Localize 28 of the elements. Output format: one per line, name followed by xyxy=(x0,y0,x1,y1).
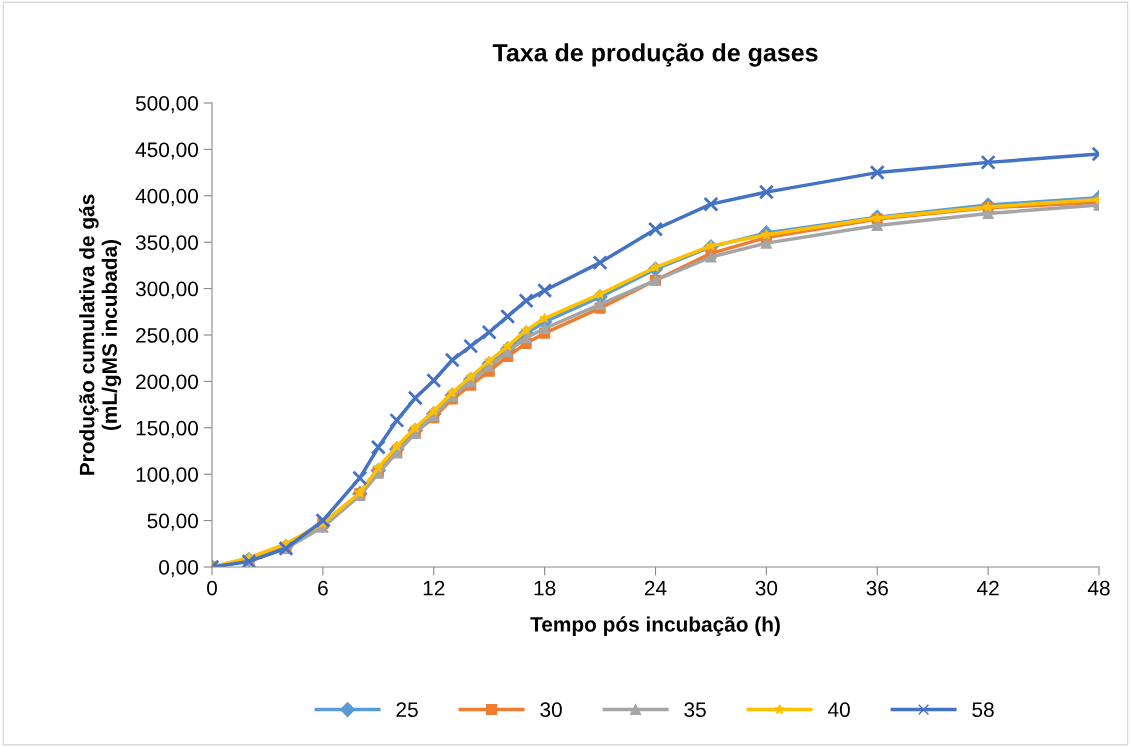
y-tick-label: 0,00 xyxy=(159,560,198,578)
x-tick-label: 48 xyxy=(1087,580,1110,596)
x-axis-title: Tempo pós incubação (h) xyxy=(530,616,780,636)
legend-label: 30 xyxy=(540,702,562,718)
x-tick-label: 36 xyxy=(866,580,888,596)
y-axis-title: Produção cumulativa de gás (mL/gMS incubada) xyxy=(78,194,122,475)
y-tick-label: 350,00 xyxy=(135,235,198,253)
x-tick-label: 6 xyxy=(318,580,328,596)
legend-label: 58 xyxy=(972,702,994,718)
y-tick-label: 300,00 xyxy=(135,281,198,299)
x-tick-label: 30 xyxy=(755,580,778,596)
y-tick-label: 50,00 xyxy=(147,513,198,531)
x-tick-label: 18 xyxy=(534,580,556,596)
legend-label: 40 xyxy=(827,702,850,718)
y-tick-label: 100,00 xyxy=(136,467,198,485)
y-tick-label: 200,00 xyxy=(136,374,198,392)
y-tick-label: 150,00 xyxy=(136,420,198,439)
x-tick-label: 0 xyxy=(207,580,217,596)
y-tick-label: 450,00 xyxy=(135,142,198,160)
legend-label: 25 xyxy=(396,702,418,718)
x-tick-label: 12 xyxy=(423,580,445,596)
chart-title: Taxa de produção de gases xyxy=(492,43,818,67)
y-tick-label: 500,00 xyxy=(135,96,198,114)
y-tick-label: 250,00 xyxy=(136,328,198,346)
y-tick-label: 400,00 xyxy=(135,188,198,207)
x-tick-label: 24 xyxy=(644,580,667,596)
legend-label: 35 xyxy=(684,702,706,718)
x-tick-label: 42 xyxy=(977,580,999,596)
